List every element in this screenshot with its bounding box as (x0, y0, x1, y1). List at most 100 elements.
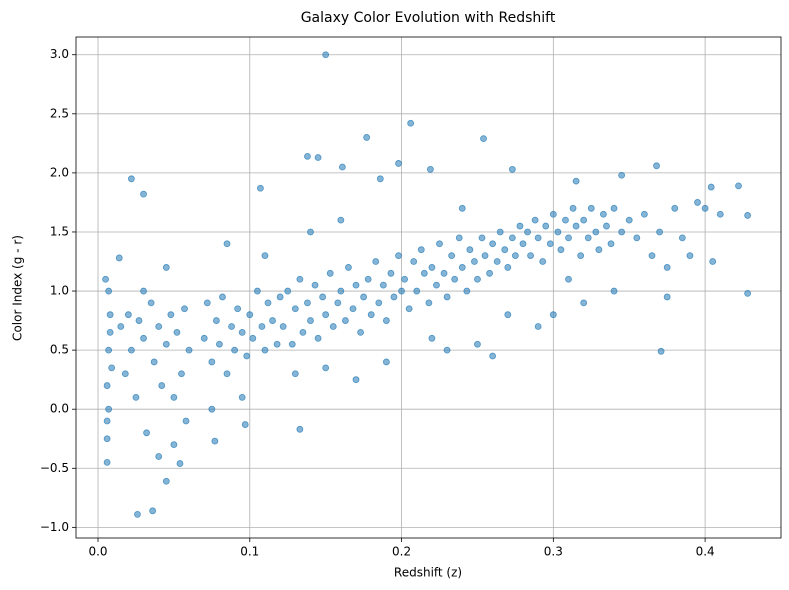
point (531, 216, 539, 224)
point (387, 269, 395, 277)
point (372, 258, 380, 265)
point (471, 258, 478, 265)
point (108, 364, 116, 372)
point (436, 240, 443, 248)
point (709, 258, 717, 265)
point (671, 204, 679, 212)
point (304, 299, 311, 307)
point (493, 258, 501, 265)
y-axis-label: Color Index (g - r) (11, 235, 25, 341)
point (261, 252, 269, 259)
point (413, 287, 421, 295)
point (106, 311, 114, 319)
point (352, 281, 360, 289)
point (478, 234, 486, 242)
point (625, 216, 633, 224)
point (105, 405, 113, 413)
point (425, 299, 433, 307)
point (216, 340, 223, 348)
point (352, 376, 360, 384)
point (562, 216, 569, 224)
point (428, 334, 436, 342)
point (103, 382, 111, 389)
point (363, 134, 371, 141)
point (463, 287, 471, 295)
point (610, 287, 618, 295)
point (296, 425, 304, 433)
point (338, 163, 346, 171)
point (334, 299, 342, 307)
point (121, 370, 129, 378)
point (127, 175, 135, 183)
point (103, 417, 111, 425)
x-tick-label: 0.2 (392, 545, 411, 559)
point (212, 317, 220, 324)
point (678, 234, 686, 242)
point (474, 275, 481, 283)
point (279, 323, 287, 330)
point (132, 393, 140, 401)
point (176, 460, 184, 467)
point (474, 340, 481, 348)
point (243, 352, 251, 360)
point (592, 228, 600, 236)
point (707, 183, 715, 191)
point (443, 346, 451, 354)
point (657, 347, 665, 355)
point (170, 441, 178, 449)
point (288, 340, 296, 348)
point (291, 305, 299, 313)
point (322, 364, 330, 372)
point (203, 299, 211, 307)
point (257, 184, 264, 192)
point (155, 453, 163, 460)
point (269, 317, 276, 324)
point (405, 305, 413, 313)
point (656, 228, 663, 236)
point (496, 228, 504, 236)
point (486, 269, 493, 277)
point (549, 210, 557, 218)
point (105, 287, 113, 295)
point (663, 293, 671, 301)
point (569, 204, 577, 212)
x-axis-label: Redshift (z) (394, 566, 462, 580)
point (337, 287, 345, 295)
x-tick-label: 0.3 (544, 545, 563, 559)
point (653, 162, 660, 170)
point (382, 358, 390, 366)
x-tick-label: 0.1 (240, 545, 259, 559)
point (524, 228, 531, 236)
point (134, 510, 141, 518)
point (539, 258, 547, 265)
point (443, 293, 451, 301)
point (238, 393, 246, 401)
point (648, 252, 656, 259)
point (115, 254, 123, 262)
point (102, 275, 109, 283)
point (607, 240, 615, 248)
y-tick-label: 1.0 (50, 284, 69, 298)
y-tick-label: −0.5 (40, 461, 69, 475)
point (501, 246, 509, 254)
point (211, 437, 219, 445)
point (314, 334, 322, 342)
plot-frame (75, 36, 782, 539)
point (744, 290, 752, 297)
point (410, 258, 418, 265)
point (249, 334, 257, 342)
point (504, 311, 512, 319)
point (433, 281, 440, 289)
x-tick-label: 0.4 (696, 545, 715, 559)
point (219, 293, 226, 301)
point (103, 458, 111, 466)
point (663, 264, 671, 271)
point (364, 275, 372, 283)
point (117, 323, 125, 330)
point (440, 269, 448, 277)
point (511, 252, 519, 259)
point (127, 346, 135, 354)
point (147, 299, 155, 307)
point (534, 234, 542, 242)
y-tick-label: 1.5 (50, 224, 69, 238)
